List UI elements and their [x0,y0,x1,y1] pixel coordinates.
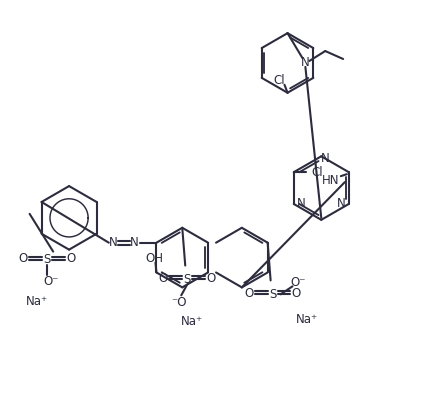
Text: ⁻O: ⁻O [171,296,187,309]
Text: Na⁺: Na⁺ [26,295,48,308]
Text: N: N [320,152,329,165]
Text: OH: OH [145,252,163,265]
Text: O⁻: O⁻ [290,276,305,289]
Text: Cl: Cl [311,166,323,179]
Text: N: N [108,236,117,249]
Text: O: O [19,252,28,265]
Text: O: O [291,287,300,300]
Text: O: O [206,272,215,285]
Text: S: S [268,288,276,301]
Text: S: S [183,273,191,286]
Text: N: N [300,56,309,70]
Text: Na⁺: Na⁺ [181,315,203,327]
Text: O: O [159,272,168,285]
Text: Na⁺: Na⁺ [296,312,318,325]
Text: Cl: Cl [273,74,285,87]
Text: N: N [130,236,139,249]
Text: S: S [43,253,51,266]
Text: HN: HN [321,174,339,186]
Text: O: O [244,287,253,300]
Text: N: N [336,198,344,211]
Text: O⁻: O⁻ [43,275,59,288]
Text: O: O [66,252,75,265]
Text: N: N [297,198,305,211]
